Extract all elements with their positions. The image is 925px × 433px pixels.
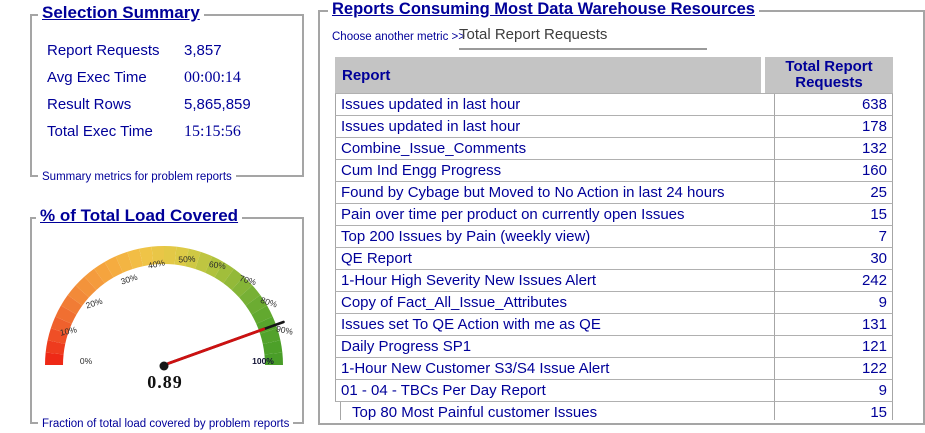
gauge-tick-label: 30%: [119, 272, 139, 287]
reports-panel: Reports Consuming Most Data Warehouse Re…: [318, 0, 925, 425]
metric-selector[interactable]: Total Report Requests: [459, 26, 608, 43]
column-header-value[interactable]: Total Report Requests: [765, 57, 893, 93]
load-covered-caption: Fraction of total load covered by proble…: [38, 418, 294, 430]
gauge-tick-label: 10%: [59, 324, 78, 337]
report-link[interactable]: Copy of Fact_All_Issue_Attributes: [335, 292, 774, 314]
selection-summary-caption: Summary metrics for problem reports: [38, 171, 236, 183]
gauge-tick-labels: 0% 10% 20% 30% 40% 50% 60% 70% 80% 90% 1…: [59, 254, 294, 366]
report-value: 9: [774, 292, 893, 314]
report-link[interactable]: Daily Progress SP1: [335, 336, 774, 358]
report-value: 121: [774, 336, 893, 358]
reports-panel-title: Reports Consuming Most Data Warehouse Re…: [328, 0, 759, 19]
metric-value: 3,857: [184, 42, 222, 59]
load-covered-panel: % of Total Load Covered 0% 10% 20% 30% 4…: [30, 206, 304, 430]
report-value: 160: [774, 160, 893, 182]
metric-row: Avg Exec Time 00:00:14: [47, 69, 287, 91]
report-link[interactable]: QE Report: [335, 248, 774, 270]
metric-label: Report Requests: [47, 42, 160, 59]
gauge-arc: [45, 246, 283, 365]
metric-selector-underline: [459, 48, 707, 50]
report-value: 178: [774, 116, 893, 138]
report-value: 15: [774, 204, 893, 226]
report-link[interactable]: Issues updated in last hour: [335, 116, 774, 138]
gauge-tick-label: 50%: [178, 254, 196, 265]
report-link[interactable]: Cum Ind Engg Progress: [335, 160, 774, 182]
report-value: 9: [774, 380, 893, 402]
report-link[interactable]: Issues updated in last hour: [335, 94, 774, 116]
report-value: 132: [774, 138, 893, 160]
metric-row: Total Exec Time 15:15:56: [47, 123, 287, 145]
report-value: 131: [774, 314, 893, 336]
metric-value: 5,865,859: [184, 96, 251, 113]
reports-table-body: Issues updated in last hour 638 Issues u…: [335, 93, 893, 420]
table-row: Top 80 Most Painful customer Issues 15: [340, 402, 893, 420]
gauge-tick-label: 90%: [275, 323, 294, 336]
selection-summary-title: Selection Summary: [38, 3, 204, 23]
report-link[interactable]: Issues set To QE Action with me as QE: [335, 314, 774, 336]
table-row: Found by Cybage but Moved to No Action i…: [335, 182, 893, 204]
report-value: 30: [774, 248, 893, 270]
selection-summary-panel: Selection Summary Report Requests 3,857 …: [30, 3, 304, 183]
metric-value: 00:00:14: [184, 69, 241, 86]
report-link[interactable]: Found by Cybage but Moved to No Action i…: [335, 182, 774, 204]
table-row: Issues set To QE Action with me as QE 13…: [335, 314, 893, 336]
report-value: 242: [774, 270, 893, 292]
metric-value: 15:15:56: [184, 123, 241, 140]
report-value: 7: [774, 226, 893, 248]
gauge-tick-label: 60%: [208, 259, 227, 271]
reports-table: Report Total Report Requests Issues upda…: [335, 57, 893, 420]
metric-label: Total Exec Time: [47, 123, 153, 140]
report-link[interactable]: Combine_Issue_Comments: [335, 138, 774, 160]
report-link[interactable]: 1-Hour New Customer S3/S4 Issue Alert: [335, 358, 774, 380]
metric-row: Report Requests 3,857: [47, 42, 287, 64]
report-value: 15: [774, 402, 893, 420]
reports-table-header: Report Total Report Requests: [335, 57, 893, 93]
table-row: Copy of Fact_All_Issue_Attributes 9: [335, 292, 893, 314]
report-link[interactable]: Top 200 Issues by Pain (weekly view): [335, 226, 774, 248]
report-link[interactable]: 01 - 04 - TBCs Per Day Report: [335, 380, 774, 402]
table-row: 01 - 04 - TBCs Per Day Report 9: [335, 380, 893, 402]
choose-metric-link[interactable]: Choose another metric >>: [332, 31, 465, 43]
table-row: Issues updated in last hour 638: [335, 94, 893, 116]
table-row: 1-Hour New Customer S3/S4 Issue Alert 12…: [335, 358, 893, 380]
gauge-tick-label: 40%: [147, 257, 166, 270]
report-link[interactable]: Pain over time per product on currently …: [335, 204, 774, 226]
metric-label: Result Rows: [47, 96, 132, 113]
gauge-tick-label: 70%: [238, 273, 258, 287]
load-gauge-chart: 0% 10% 20% 30% 40% 50% 60% 70% 80% 90% 1…: [45, 246, 294, 371]
table-row: Pain over time per product on currently …: [335, 204, 893, 226]
table-row: Daily Progress SP1 121: [335, 336, 893, 358]
table-row: Cum Ind Engg Progress 160: [335, 160, 893, 182]
table-row: Top 200 Issues by Pain (weekly view) 7: [335, 226, 893, 248]
table-row: Combine_Issue_Comments 132: [335, 138, 893, 160]
report-value: 638: [774, 94, 893, 116]
metric-label: Avg Exec Time: [47, 69, 147, 86]
table-row: Issues updated in last hour 178: [335, 116, 893, 138]
report-value: 122: [774, 358, 893, 380]
gauge-value-label: 0.89: [147, 372, 183, 392]
gauge-tick-label: 100%: [252, 356, 274, 366]
column-header-report[interactable]: Report: [335, 57, 761, 93]
report-link[interactable]: 1-Hour High Severity New Issues Alert: [335, 270, 774, 292]
load-covered-title: % of Total Load Covered: [36, 206, 243, 226]
table-row: 1-Hour High Severity New Issues Alert 24…: [335, 270, 893, 292]
gauge-tick-label: 0%: [80, 356, 93, 366]
report-value: 25: [774, 182, 893, 204]
table-row: QE Report 30: [335, 248, 893, 270]
report-link[interactable]: Top 80 Most Painful customer Issues: [340, 402, 774, 420]
metric-row: Result Rows 5,865,859: [47, 96, 287, 118]
gauge-needle-body: [167, 327, 266, 365]
gauge-needle: [159, 320, 285, 371]
column-header-gap: [761, 57, 765, 93]
gauge-needle-pivot: [159, 361, 169, 371]
